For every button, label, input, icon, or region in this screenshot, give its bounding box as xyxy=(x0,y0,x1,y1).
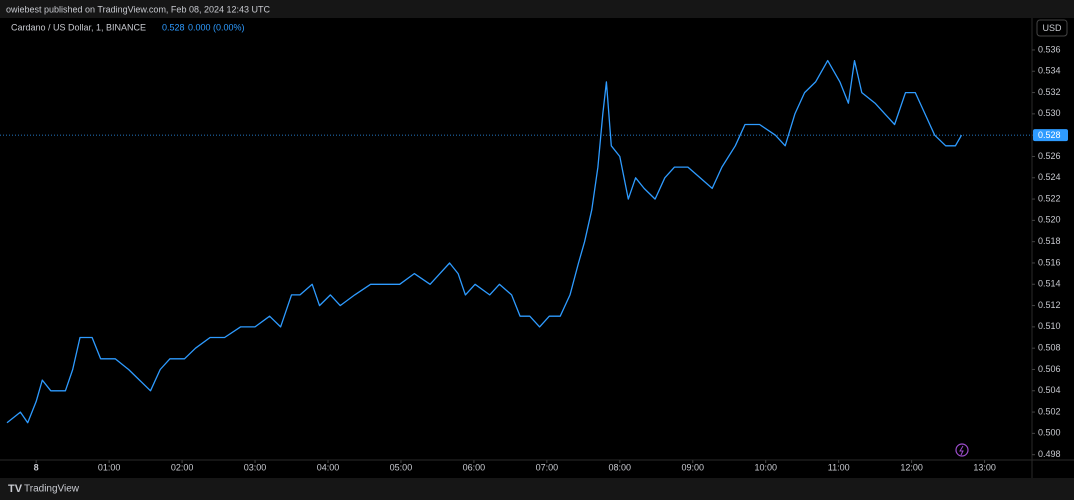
y-tick-label: 0.508 xyxy=(1038,343,1061,353)
y-tick-label: 0.526 xyxy=(1038,151,1061,161)
last-price-text: 0.528 xyxy=(162,22,185,32)
y-tick-label: 0.504 xyxy=(1038,385,1061,395)
top-strip xyxy=(0,0,1074,18)
x-tick-label: 05:00 xyxy=(390,462,413,472)
y-tick-label: 0.532 xyxy=(1038,87,1061,97)
symbol-title: Cardano / US Dollar, 1, BINANCE xyxy=(11,22,146,32)
x-tick-label: 04:00 xyxy=(317,462,340,472)
y-tick-label: 0.524 xyxy=(1038,172,1061,182)
y-tick-label: 0.498 xyxy=(1038,449,1061,459)
y-tick-label: 0.514 xyxy=(1038,279,1061,289)
price-line xyxy=(6,59,963,424)
y-tick-label: 0.536 xyxy=(1038,44,1061,54)
x-tick-label: 10:00 xyxy=(754,462,777,472)
x-tick-label: 03:00 xyxy=(244,462,267,472)
x-tick-label: 07:00 xyxy=(536,462,559,472)
currency-button[interactable] xyxy=(1036,19,1068,37)
footer-logo: TV xyxy=(8,483,23,495)
y-tick-label: 0.522 xyxy=(1038,193,1061,203)
footer xyxy=(0,478,1074,500)
x-tick-label: 8 xyxy=(34,462,39,472)
y-tick-label: 0.510 xyxy=(1038,321,1061,331)
currency-label: USD xyxy=(1042,23,1062,33)
x-tick-label: 13:00 xyxy=(973,462,996,472)
y-tick-label: 0.516 xyxy=(1038,257,1061,267)
x-tick-label: 12:00 xyxy=(900,462,923,472)
y-tick-label: 0.530 xyxy=(1038,108,1061,118)
y-tick-label: 0.518 xyxy=(1038,236,1061,246)
y-tick-label: 0.534 xyxy=(1038,66,1061,76)
x-tick-label: 09:00 xyxy=(681,462,704,472)
y-tick-label: 0.502 xyxy=(1038,406,1061,416)
last-price-label: 0.528 xyxy=(1038,130,1061,140)
x-tick-label: 08:00 xyxy=(609,462,632,472)
x-tick-label: 11:00 xyxy=(828,462,850,472)
published-note: owiebest published on TradingView.com, F… xyxy=(6,4,270,14)
y-tick-label: 0.506 xyxy=(1038,364,1061,374)
y-tick-label: 0.520 xyxy=(1038,215,1061,225)
alert-bolt xyxy=(959,445,964,456)
x-tick-label: 01:00 xyxy=(98,462,121,472)
y-tick-label: 0.500 xyxy=(1038,428,1061,438)
change-text: 0.000 (0.00%) xyxy=(188,22,245,32)
x-tick-label: 06:00 xyxy=(463,462,486,472)
y-tick-label: 0.512 xyxy=(1038,300,1061,310)
alert-icon[interactable] xyxy=(955,443,969,457)
footer-brand: TradingView xyxy=(24,484,80,495)
last-price-box xyxy=(1033,129,1068,142)
x-tick-label: 02:00 xyxy=(171,462,194,472)
